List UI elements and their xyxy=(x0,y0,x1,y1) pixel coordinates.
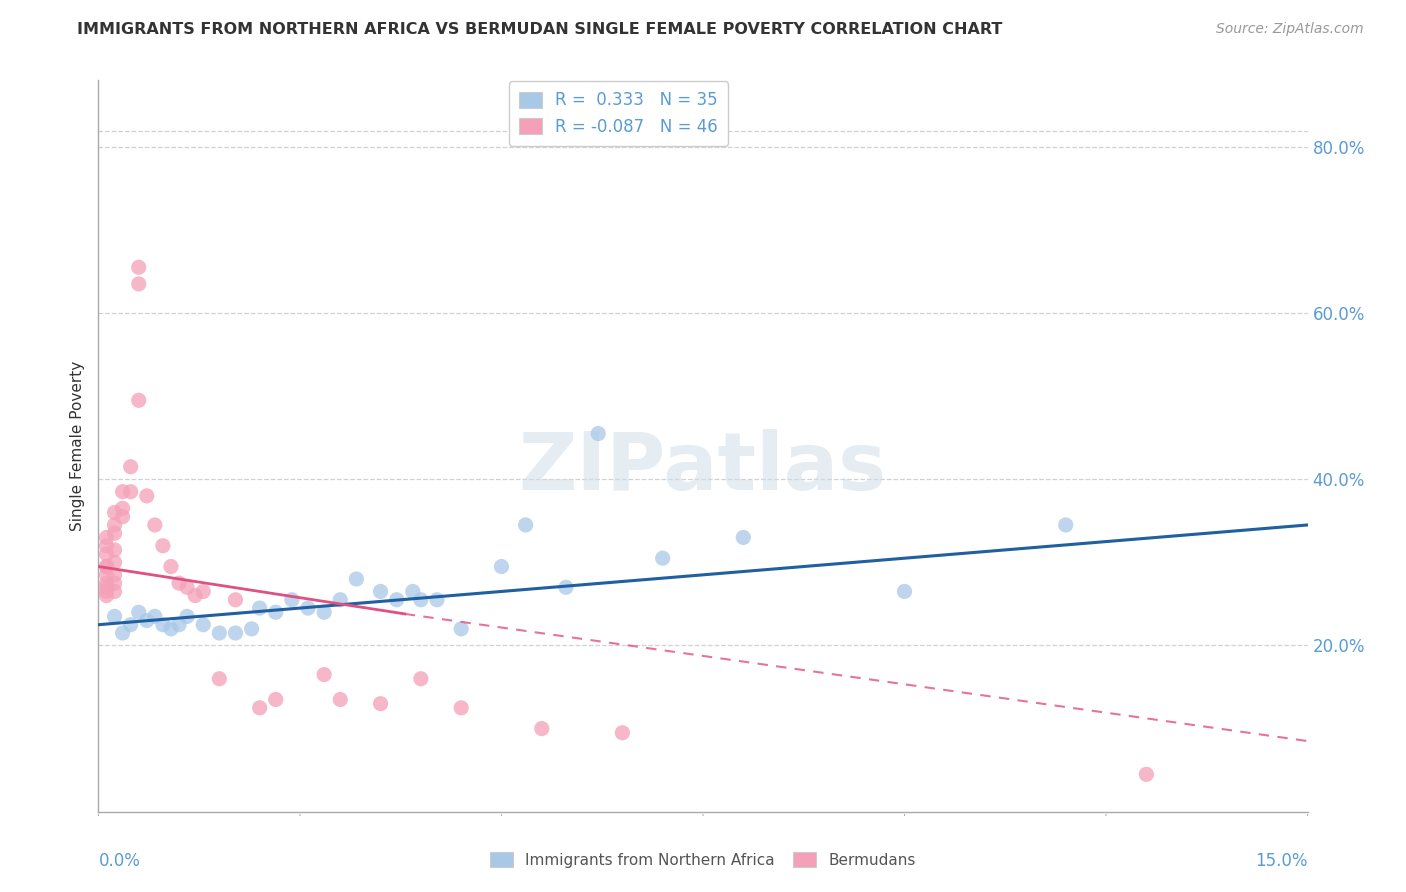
Point xyxy=(314,605,336,619)
Point xyxy=(96,559,118,574)
Point xyxy=(143,518,166,533)
Point xyxy=(264,605,287,619)
Point xyxy=(314,667,336,681)
Point xyxy=(370,584,392,599)
Point xyxy=(249,701,271,715)
Point xyxy=(281,592,304,607)
Point xyxy=(96,539,118,553)
Point xyxy=(103,506,125,520)
Point xyxy=(450,701,472,715)
Point xyxy=(344,572,367,586)
Point xyxy=(103,567,125,582)
Point xyxy=(264,692,287,706)
Point xyxy=(530,722,553,736)
Point xyxy=(1135,767,1157,781)
Point xyxy=(143,609,166,624)
Point xyxy=(103,576,125,591)
Point xyxy=(120,459,142,474)
Point xyxy=(103,518,125,533)
Point xyxy=(409,592,432,607)
Point xyxy=(120,484,142,499)
Point xyxy=(370,697,392,711)
Point xyxy=(297,601,319,615)
Point xyxy=(329,592,352,607)
Point xyxy=(111,484,134,499)
Point xyxy=(651,551,673,566)
Point xyxy=(120,617,142,632)
Text: Source: ZipAtlas.com: Source: ZipAtlas.com xyxy=(1216,22,1364,37)
Point xyxy=(128,393,150,408)
Point xyxy=(111,626,134,640)
Point xyxy=(208,626,231,640)
Point xyxy=(160,559,183,574)
Point xyxy=(426,592,449,607)
Point xyxy=(135,614,157,628)
Point xyxy=(385,592,408,607)
Point xyxy=(612,725,634,739)
Point xyxy=(167,617,190,632)
Point xyxy=(96,530,118,544)
Point xyxy=(96,547,118,561)
Point xyxy=(491,559,513,574)
Point xyxy=(176,609,198,624)
Point xyxy=(409,672,432,686)
Legend: R =  0.333   N = 35, R = -0.087   N = 46: R = 0.333 N = 35, R = -0.087 N = 46 xyxy=(509,81,728,145)
Point xyxy=(893,584,915,599)
Point xyxy=(96,580,118,594)
Point xyxy=(450,622,472,636)
Text: 0.0%: 0.0% xyxy=(98,852,141,870)
Point xyxy=(167,576,190,591)
Point xyxy=(103,526,125,541)
Point xyxy=(103,555,125,569)
Point xyxy=(152,617,174,632)
Point xyxy=(224,626,246,640)
Point xyxy=(96,584,118,599)
Point xyxy=(586,426,609,441)
Point xyxy=(128,605,150,619)
Point xyxy=(184,589,207,603)
Point xyxy=(224,592,246,607)
Point xyxy=(128,260,150,275)
Point xyxy=(128,277,150,291)
Point xyxy=(515,518,537,533)
Point xyxy=(103,542,125,557)
Point xyxy=(160,622,183,636)
Point xyxy=(96,559,118,574)
Point xyxy=(1054,518,1077,533)
Point xyxy=(402,584,425,599)
Point xyxy=(96,589,118,603)
Legend: Immigrants from Northern Africa, Bermudans: Immigrants from Northern Africa, Bermuda… xyxy=(484,846,922,873)
Point xyxy=(111,501,134,516)
Point xyxy=(103,609,125,624)
Point xyxy=(240,622,263,636)
Point xyxy=(152,539,174,553)
Point xyxy=(193,584,215,599)
Point xyxy=(111,509,134,524)
Point xyxy=(208,672,231,686)
Point xyxy=(96,567,118,582)
Point xyxy=(103,584,125,599)
Text: 15.0%: 15.0% xyxy=(1256,852,1308,870)
Y-axis label: Single Female Poverty: Single Female Poverty xyxy=(69,361,84,531)
Point xyxy=(176,580,198,594)
Point xyxy=(733,530,755,544)
Point xyxy=(249,601,271,615)
Point xyxy=(193,617,215,632)
Point xyxy=(555,580,578,594)
Text: IMMIGRANTS FROM NORTHERN AFRICA VS BERMUDAN SINGLE FEMALE POVERTY CORRELATION CH: IMMIGRANTS FROM NORTHERN AFRICA VS BERMU… xyxy=(77,22,1002,37)
Point xyxy=(329,692,352,706)
Point xyxy=(135,489,157,503)
Text: ZIPatlas: ZIPatlas xyxy=(519,429,887,507)
Point xyxy=(96,576,118,591)
